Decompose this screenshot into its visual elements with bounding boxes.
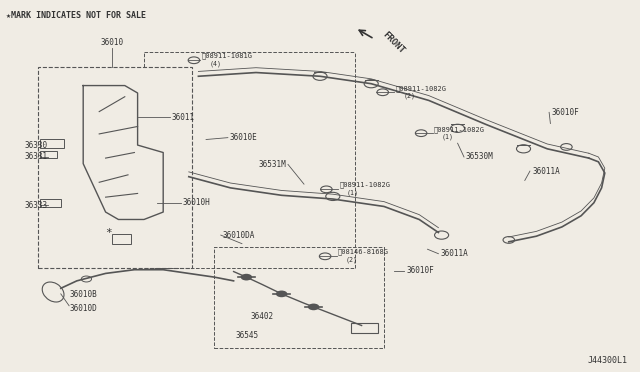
Text: 36011A: 36011A [440, 249, 468, 258]
Text: *: * [106, 228, 113, 238]
Text: Ⓡ08146-8168G: Ⓡ08146-8168G [338, 249, 389, 255]
Bar [351, 323, 378, 333]
Text: 36010: 36010 [100, 38, 124, 46]
Text: 36011: 36011 [172, 113, 195, 122]
Text: 36010F: 36010F [552, 108, 579, 117]
Text: ⓓ08911-1081G: ⓓ08911-1081G [202, 53, 253, 59]
Text: (2): (2) [346, 257, 358, 263]
Text: (1): (1) [347, 190, 359, 196]
Circle shape [276, 291, 287, 297]
Text: (1): (1) [442, 134, 454, 140]
Text: 36010F: 36010F [406, 266, 434, 275]
Text: 36010H: 36010H [182, 198, 210, 207]
Text: ⓓ08911-1082G: ⓓ08911-1082G [396, 85, 447, 92]
Text: ★MARK INDICATES NOT FOR SALE: ★MARK INDICATES NOT FOR SALE [6, 11, 147, 20]
Text: 36331: 36331 [24, 153, 47, 161]
Circle shape [308, 304, 319, 310]
Text: 36010B: 36010B [69, 290, 97, 299]
Text: 36010E: 36010E [229, 133, 257, 142]
Text: 36330: 36330 [24, 141, 47, 150]
Text: 36010DA: 36010DA [223, 231, 255, 240]
Text: 36010D: 36010D [69, 304, 97, 312]
Text: 36011A: 36011A [532, 167, 560, 176]
Bar [112, 234, 131, 244]
Text: 36333: 36333 [24, 201, 47, 210]
Bar [40, 139, 64, 148]
Text: FRONT: FRONT [381, 30, 406, 55]
Text: 36402: 36402 [251, 312, 274, 321]
Text: 36545: 36545 [236, 331, 259, 340]
Text: (4): (4) [210, 61, 222, 67]
Text: 36531M: 36531M [259, 160, 287, 169]
Bar [40, 151, 57, 158]
Circle shape [241, 274, 252, 280]
Bar [40, 199, 61, 207]
Text: (2): (2) [403, 93, 415, 99]
Text: J44300L1: J44300L1 [588, 356, 627, 365]
Text: ⓓ08911-1082G: ⓓ08911-1082G [434, 126, 485, 132]
Text: ⓓ08911-1082G: ⓓ08911-1082G [339, 182, 390, 188]
Text: 36530M: 36530M [466, 153, 493, 161]
